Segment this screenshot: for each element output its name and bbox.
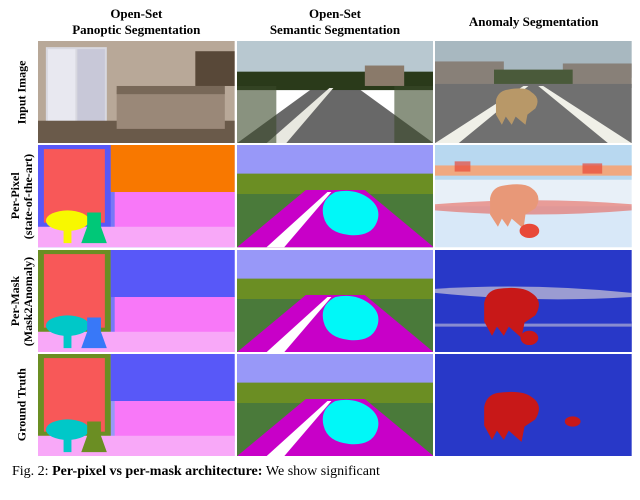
- cell-perpixel-anomaly: [435, 145, 632, 247]
- col-header-semantic: Open-SetSemantic Segmentation: [237, 4, 434, 39]
- row-header-gt: Ground Truth: [8, 354, 36, 456]
- figure-caption: Fig. 2: Per-pixel vs per-mask architectu…: [8, 464, 632, 480]
- cell-input-panoptic: [38, 41, 235, 143]
- cell-perpixel-semantic: [237, 145, 434, 247]
- cell-input-semantic: [237, 41, 434, 143]
- cell-permask-panoptic: [38, 250, 235, 352]
- caption-rest: We show significant: [266, 464, 380, 479]
- col-header-panoptic: Open-SetPanoptic Segmentation: [38, 4, 235, 39]
- cell-gt-semantic: [237, 354, 434, 456]
- cell-permask-anomaly: [435, 250, 632, 352]
- caption-prefix: Fig. 2:: [12, 464, 52, 479]
- caption-bold: Per-pixel vs per-mask architecture:: [52, 464, 266, 479]
- cell-perpixel-panoptic: [38, 145, 235, 247]
- grid-corner: [8, 4, 36, 39]
- row-header-input: Input Image: [8, 41, 36, 143]
- cell-permask-semantic: [237, 250, 434, 352]
- figure-grid: Open-SetPanoptic Segmentation Open-SetSe…: [8, 4, 632, 456]
- cell-gt-anomaly: [435, 354, 632, 456]
- row-header-perpixel: Per-Pixel(state-of-the-art): [8, 145, 36, 247]
- cell-gt-panoptic: [38, 354, 235, 456]
- figure-container: Open-SetPanoptic Segmentation Open-SetSe…: [0, 0, 640, 484]
- cell-input-anomaly: [435, 41, 632, 143]
- col-header-anomaly: Anomaly Segmentation: [435, 4, 632, 39]
- row-header-permask: Per-Mask(Mask2Anomaly): [8, 250, 36, 352]
